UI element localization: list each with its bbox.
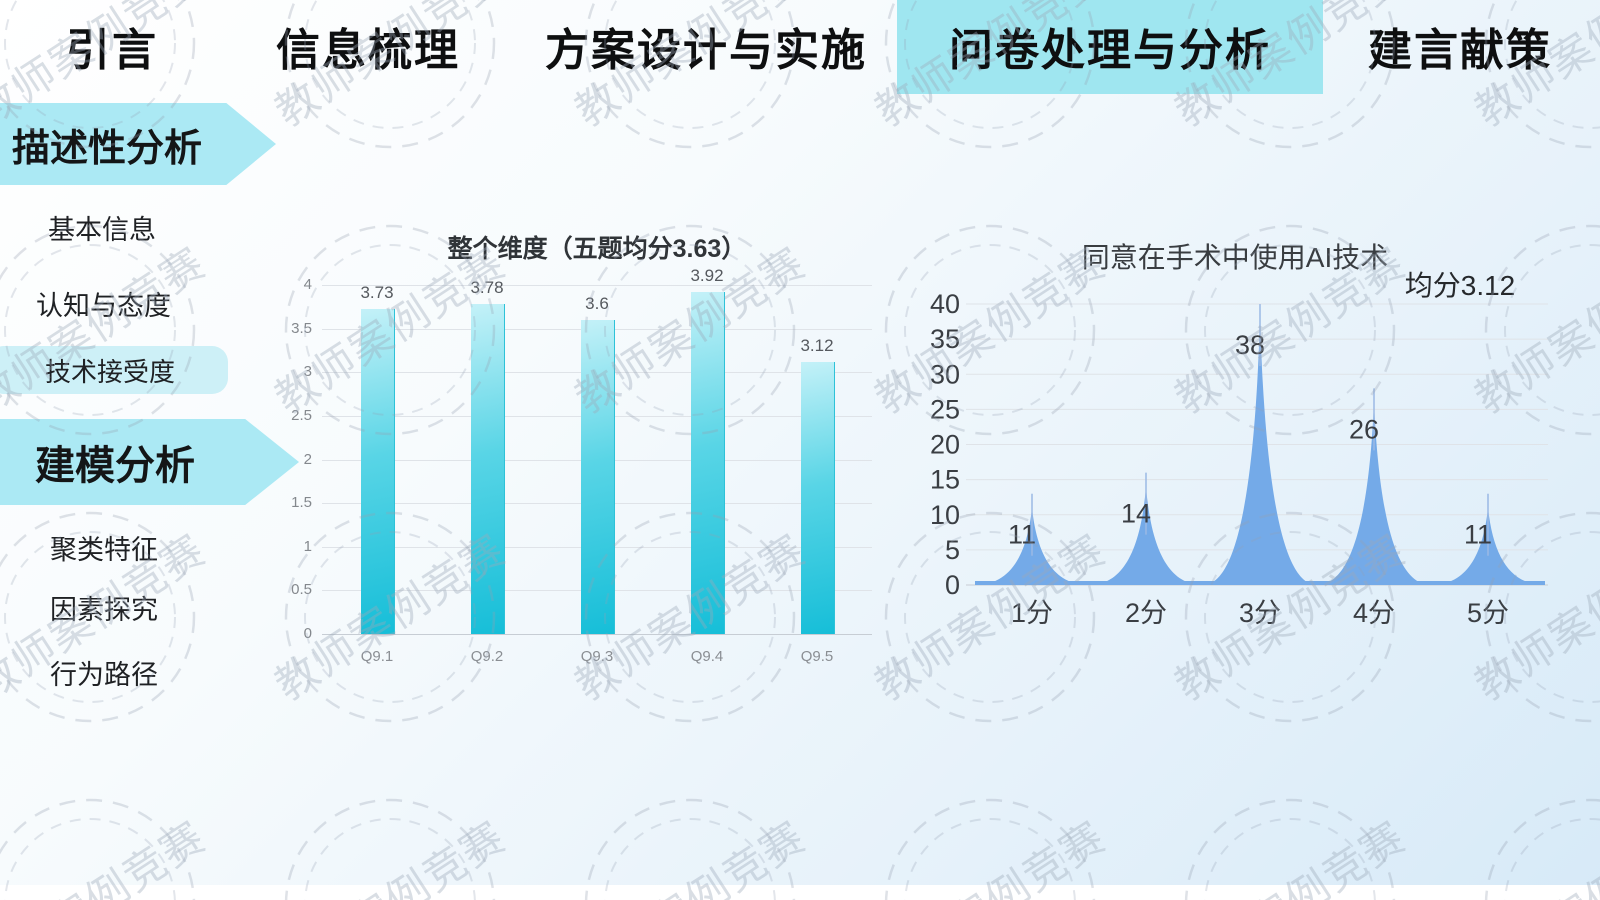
area-value-label: 11	[1464, 520, 1492, 550]
tab-questionnaire-analysis-active[interactable]: 问卷处理与分析	[897, 0, 1323, 94]
area-y-tick-label: 40	[930, 289, 960, 319]
area-x-tick-label: 4分	[1353, 598, 1395, 628]
bar-chart-title: 整个维度（五题均分3.63）	[447, 235, 747, 263]
area-value-label: 26	[1349, 414, 1379, 444]
bar-value-label: 3.12	[800, 335, 834, 355]
bar-x-tick-label: Q9.3	[580, 648, 614, 665]
sidebar-section-label: 描述性分析	[12, 127, 203, 170]
bar-x-tick-label: Q9.4	[690, 648, 724, 665]
area-x-tick-label: 3分	[1239, 598, 1281, 628]
area-chart: 0 5 10 15 20 25 30 35 40 11 1分 14 2分 38 3分 26 4分 11 5分	[930, 289, 1548, 628]
bar-value-label: 3.6	[585, 293, 609, 313]
bar-q9-3	[580, 319, 615, 634]
bar-value-label: 3.73	[360, 282, 394, 302]
area-y-tick-label: 35	[930, 324, 960, 354]
bar-y-tick-label: 2	[303, 450, 312, 468]
bar-y-tick-label: 2.5	[291, 406, 312, 424]
area-y-tick-label: 10	[930, 500, 960, 530]
area-y-tick-label: 30	[930, 359, 960, 389]
bar-y-tick-label: 1	[303, 537, 312, 555]
area-x-tick-label: 2分	[1125, 598, 1167, 628]
tab-suggestions[interactable]: 建言献策	[1368, 26, 1552, 75]
sidebar-item-label: 技术接受度	[45, 356, 176, 387]
bar-value-label: 3.78	[470, 278, 504, 298]
sidebar-section-descriptive-analysis[interactable]: 描述性分析	[0, 103, 276, 185]
bar-q9-5	[800, 361, 835, 634]
sidebar-item-basic-info[interactable]: 基本信息	[48, 215, 156, 245]
area-y-tick-label: 5	[945, 535, 960, 565]
bar-q9-1	[360, 308, 395, 634]
area-x-tick-label: 1分	[1011, 598, 1053, 628]
bar-y-tick-label: 0.5	[291, 581, 312, 599]
bar-value-label: 3.92	[690, 265, 724, 285]
area-value-label: 14	[1121, 499, 1151, 529]
sidebar-section-label: 建模分析	[35, 444, 195, 488]
area-x-tick-label: 5分	[1467, 598, 1509, 628]
bar-x-tick-label: Q9.2	[470, 648, 504, 665]
area-y-tick-label: 0	[945, 570, 960, 600]
sidebar-item-tech-acceptance-active[interactable]: 技术接受度	[0, 346, 228, 394]
sidebar-item-behavior-path[interactable]: 行为路径	[50, 660, 158, 690]
area-y-tick-label: 25	[930, 394, 960, 424]
bar-q9-2	[470, 304, 505, 634]
bottom-margin	[0, 885, 1600, 900]
tab-info-sorting[interactable]: 信息梳理	[276, 26, 460, 75]
sidebar-item-cognition-attitude[interactable]: 认知与态度	[36, 291, 171, 321]
bar-x-tick-label: Q9.5	[800, 648, 834, 665]
bar-y-tick-label: 0	[303, 625, 312, 642]
bar-y-tick-label: 4	[303, 276, 312, 293]
area-value-label: 11	[1008, 520, 1036, 550]
bar-q9-4	[690, 291, 725, 634]
area-value-label: 38	[1235, 330, 1265, 360]
bar-gridline	[322, 634, 872, 635]
bar-y-tick-label: 3	[303, 363, 312, 381]
bar-y-tick-label: 1.5	[291, 494, 312, 512]
tab-intro[interactable]: 引言	[66, 26, 158, 75]
area-y-tick-label: 15	[930, 465, 960, 495]
sidebar-item-factor-exploration[interactable]: 因素探究	[50, 595, 158, 625]
bar-chart-y-axis: 4 3.5 3 2.5 2 1.5 1 0.5 0	[238, 276, 312, 642]
area-y-tick-label: 20	[930, 430, 960, 460]
bar-y-tick-label: 3.5	[291, 319, 312, 337]
tab-design-implementation[interactable]: 方案设计与实施	[545, 26, 867, 75]
sidebar-item-cluster-features[interactable]: 聚类特征	[50, 535, 158, 565]
bar-x-tick-label: Q9.1	[360, 648, 394, 665]
